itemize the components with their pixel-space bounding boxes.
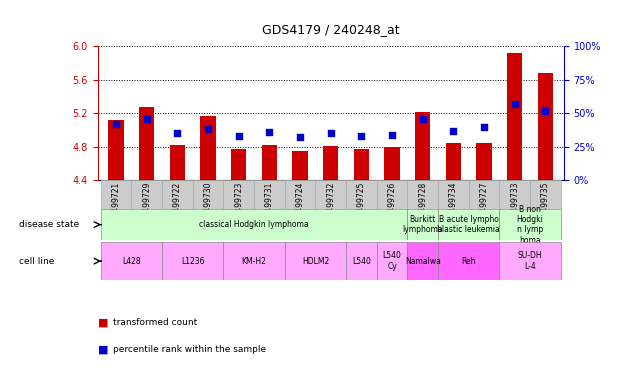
FancyBboxPatch shape xyxy=(500,209,561,240)
Point xyxy=(510,101,520,107)
FancyBboxPatch shape xyxy=(377,242,408,280)
FancyBboxPatch shape xyxy=(285,242,346,280)
FancyBboxPatch shape xyxy=(224,180,254,209)
FancyBboxPatch shape xyxy=(438,242,500,280)
FancyBboxPatch shape xyxy=(101,242,162,280)
Text: GSM499725: GSM499725 xyxy=(357,182,366,228)
FancyBboxPatch shape xyxy=(500,242,561,280)
FancyBboxPatch shape xyxy=(408,242,438,280)
Text: L540
Cy: L540 Cy xyxy=(382,252,401,271)
Point xyxy=(295,134,305,141)
FancyBboxPatch shape xyxy=(162,242,224,280)
FancyBboxPatch shape xyxy=(346,180,377,209)
Text: disease state: disease state xyxy=(19,220,79,229)
Bar xyxy=(231,149,246,180)
Bar xyxy=(200,116,215,180)
Text: GSM499730: GSM499730 xyxy=(203,182,212,228)
Text: L540: L540 xyxy=(352,257,371,266)
Text: GDS4179 / 240248_at: GDS4179 / 240248_at xyxy=(262,23,399,36)
Bar xyxy=(476,143,492,180)
Text: Namalwa: Namalwa xyxy=(405,257,441,266)
Text: GSM499721: GSM499721 xyxy=(112,182,120,228)
Text: ■: ■ xyxy=(98,344,108,354)
FancyBboxPatch shape xyxy=(469,180,500,209)
Bar xyxy=(323,146,338,180)
Bar xyxy=(292,151,307,180)
Point xyxy=(234,133,244,139)
FancyBboxPatch shape xyxy=(408,180,438,209)
Point xyxy=(203,126,213,132)
Text: GSM499735: GSM499735 xyxy=(541,182,550,228)
Text: Burkitt
lymphoma: Burkitt lymphoma xyxy=(403,215,443,234)
FancyBboxPatch shape xyxy=(408,209,438,240)
Text: GSM499722: GSM499722 xyxy=(173,182,182,228)
Point xyxy=(387,132,397,138)
Point xyxy=(173,131,183,137)
FancyBboxPatch shape xyxy=(162,180,193,209)
Text: GSM499732: GSM499732 xyxy=(326,182,335,228)
Point xyxy=(142,116,152,122)
Point xyxy=(111,121,121,127)
Text: B acute lympho
blastic leukemia: B acute lympho blastic leukemia xyxy=(437,215,500,234)
FancyBboxPatch shape xyxy=(132,180,162,209)
Bar xyxy=(415,113,430,180)
Point xyxy=(265,129,275,135)
FancyBboxPatch shape xyxy=(438,180,469,209)
FancyBboxPatch shape xyxy=(193,180,224,209)
FancyBboxPatch shape xyxy=(438,209,500,240)
Text: GSM499733: GSM499733 xyxy=(510,182,519,228)
Bar xyxy=(139,108,154,180)
Text: GSM499734: GSM499734 xyxy=(449,182,458,228)
Text: ■: ■ xyxy=(98,318,108,328)
Text: L428: L428 xyxy=(122,257,140,266)
FancyBboxPatch shape xyxy=(101,180,132,209)
FancyBboxPatch shape xyxy=(530,180,561,209)
Point xyxy=(357,133,367,139)
FancyBboxPatch shape xyxy=(500,180,530,209)
Text: cell line: cell line xyxy=(19,257,54,266)
Text: B non
Hodgki
n lymp
homa: B non Hodgki n lymp homa xyxy=(517,205,544,245)
Text: GSM499724: GSM499724 xyxy=(295,182,304,228)
Point xyxy=(541,108,551,114)
Bar xyxy=(261,145,277,180)
Text: KM-H2: KM-H2 xyxy=(242,257,266,266)
Text: L1236: L1236 xyxy=(181,257,205,266)
Point xyxy=(326,131,336,137)
FancyBboxPatch shape xyxy=(346,242,377,280)
Bar xyxy=(384,147,400,180)
Point xyxy=(449,128,459,134)
Point xyxy=(418,116,428,122)
FancyBboxPatch shape xyxy=(224,242,285,280)
Bar xyxy=(108,120,123,180)
FancyBboxPatch shape xyxy=(285,180,316,209)
Bar xyxy=(354,149,369,180)
FancyBboxPatch shape xyxy=(101,209,408,240)
Text: Reh: Reh xyxy=(462,257,476,266)
Text: percentile rank within the sample: percentile rank within the sample xyxy=(113,345,266,354)
Text: GSM499723: GSM499723 xyxy=(234,182,243,228)
Bar xyxy=(169,145,185,180)
Text: HDLM2: HDLM2 xyxy=(302,257,329,266)
Text: GSM499729: GSM499729 xyxy=(142,182,151,228)
Point xyxy=(479,124,489,130)
FancyBboxPatch shape xyxy=(316,180,346,209)
Text: classical Hodgkin lymphoma: classical Hodgkin lymphoma xyxy=(199,220,309,229)
Text: SU-DH
L-4: SU-DH L-4 xyxy=(518,252,542,271)
Text: GSM499728: GSM499728 xyxy=(418,182,427,228)
Text: GSM499726: GSM499726 xyxy=(387,182,397,228)
Bar xyxy=(507,53,522,180)
Text: transformed count: transformed count xyxy=(113,318,198,327)
FancyBboxPatch shape xyxy=(377,180,408,209)
Bar xyxy=(538,73,553,180)
Bar xyxy=(446,143,461,180)
FancyBboxPatch shape xyxy=(254,180,285,209)
Text: GSM499731: GSM499731 xyxy=(265,182,274,228)
Text: GSM499727: GSM499727 xyxy=(479,182,489,228)
